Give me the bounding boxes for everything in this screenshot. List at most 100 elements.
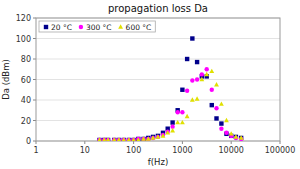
chart: 020406080100120110100100010000100000prop… xyxy=(0,0,300,169)
point xyxy=(199,77,204,81)
point xyxy=(102,138,106,141)
point xyxy=(117,138,121,141)
point xyxy=(190,78,194,82)
point xyxy=(190,36,194,40)
point xyxy=(126,137,131,141)
grid-line xyxy=(36,79,280,80)
point xyxy=(185,57,189,61)
point xyxy=(224,118,229,122)
legend-marker xyxy=(118,24,123,28)
y-tick-label: 100 xyxy=(16,35,31,44)
point xyxy=(170,128,175,132)
plot-area xyxy=(36,18,280,141)
point xyxy=(209,69,214,73)
point xyxy=(180,88,184,92)
point xyxy=(200,72,204,76)
y-axis-label: Da (dBm) xyxy=(1,59,11,100)
legend-label: 20 °C xyxy=(51,23,72,32)
x-tick-label: 100000 xyxy=(265,146,296,155)
point xyxy=(97,138,101,141)
point xyxy=(195,96,200,100)
point xyxy=(122,138,126,141)
legend-marker xyxy=(44,25,48,29)
grid xyxy=(36,18,280,141)
y-tick-label: 0 xyxy=(26,137,31,146)
point xyxy=(146,137,150,141)
x-tick-label: 10 xyxy=(80,146,90,155)
grid-line xyxy=(36,59,280,60)
point xyxy=(210,103,214,107)
x-tick-label: 10000 xyxy=(218,146,243,155)
point xyxy=(214,116,218,120)
point xyxy=(185,114,190,118)
point xyxy=(121,137,126,141)
point xyxy=(116,137,121,141)
y-tick-label: 40 xyxy=(21,96,31,105)
point xyxy=(141,136,146,140)
legend: 20 °C 300 °C 600 °C xyxy=(39,21,155,32)
point xyxy=(106,137,111,141)
point xyxy=(234,134,239,138)
point xyxy=(214,106,218,110)
grid-line xyxy=(36,120,280,121)
point xyxy=(185,89,189,93)
legend-box xyxy=(39,21,155,32)
point xyxy=(229,131,234,135)
x-tick-label: 100 xyxy=(126,146,141,155)
point xyxy=(117,138,121,141)
point xyxy=(219,101,224,105)
point xyxy=(127,138,131,141)
points xyxy=(97,36,244,141)
y-tick-label: 80 xyxy=(21,55,31,64)
legend-marker xyxy=(79,25,83,29)
point xyxy=(106,138,110,141)
point xyxy=(180,120,185,124)
grid-line xyxy=(36,100,280,101)
point xyxy=(127,138,131,141)
grid-line xyxy=(36,38,280,39)
y-tick-label: 60 xyxy=(21,76,31,85)
plot-frame xyxy=(36,18,280,141)
point xyxy=(180,110,184,114)
point xyxy=(175,110,179,114)
point xyxy=(170,120,174,124)
point xyxy=(112,138,116,141)
point xyxy=(175,120,180,124)
point xyxy=(122,138,126,141)
point xyxy=(219,127,223,131)
point xyxy=(112,138,116,141)
point xyxy=(136,137,140,141)
point xyxy=(131,138,135,141)
point xyxy=(146,136,151,140)
point xyxy=(112,137,117,141)
point xyxy=(102,137,107,141)
point xyxy=(156,135,160,139)
point xyxy=(131,138,135,141)
point xyxy=(205,67,209,71)
x-tick-label: 1 xyxy=(33,146,38,155)
y-tick-label: 20 xyxy=(21,117,31,126)
point xyxy=(195,60,199,64)
legend-label: 300 °C xyxy=(86,23,112,32)
point xyxy=(165,130,170,134)
x-tick-label: 1000 xyxy=(172,146,192,155)
y-tick-label: 120 xyxy=(16,14,31,23)
title: propagation loss Da xyxy=(108,3,208,14)
point xyxy=(141,137,145,141)
point xyxy=(190,97,195,101)
point xyxy=(106,138,110,141)
point xyxy=(151,136,155,140)
point xyxy=(97,137,102,141)
x-axis-label: f(Hz) xyxy=(148,157,168,167)
point xyxy=(136,137,140,141)
point xyxy=(141,137,145,141)
point xyxy=(136,137,141,141)
point xyxy=(151,135,156,139)
point xyxy=(166,130,170,134)
legend-label: 600 °C xyxy=(126,23,152,32)
point xyxy=(155,134,160,138)
point xyxy=(219,121,223,125)
point xyxy=(131,137,136,141)
point xyxy=(204,72,209,76)
point xyxy=(214,82,219,86)
